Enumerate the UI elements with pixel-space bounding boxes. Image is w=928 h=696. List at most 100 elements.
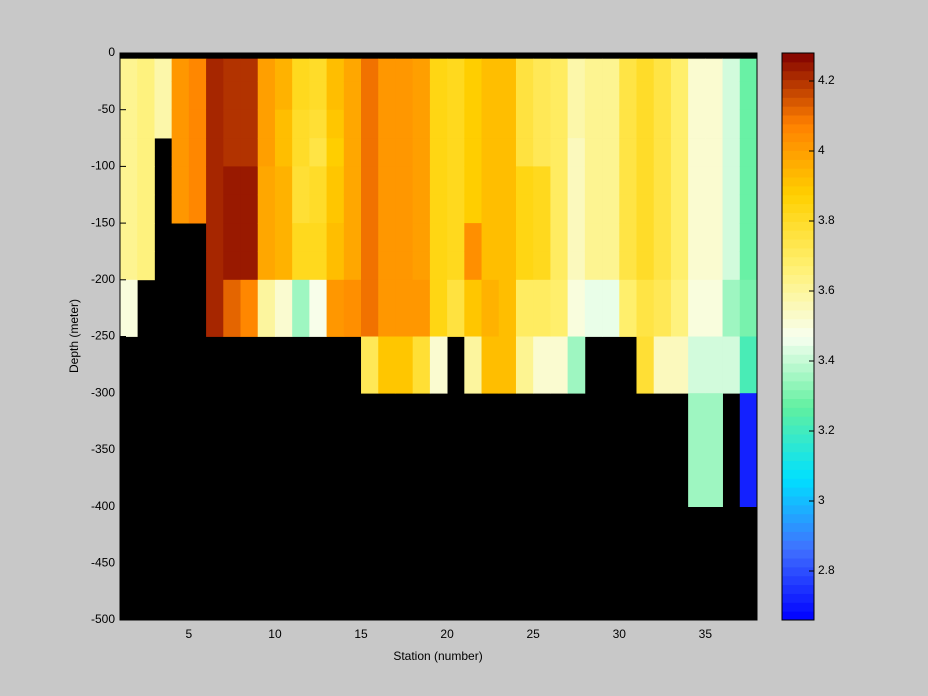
heatmap-cell (464, 223, 482, 252)
heatmap-cell (722, 138, 741, 167)
heatmap-cell (464, 336, 482, 394)
heatmap-cell (567, 109, 586, 139)
colorbar-swatch (782, 442, 814, 453)
colorbar-swatch (782, 168, 814, 178)
heatmap-cell (257, 194, 276, 224)
heatmap-cell (619, 58, 637, 82)
heatmap-cell (653, 58, 672, 82)
colorbar-swatch (782, 451, 814, 462)
colorbar-swatch (782, 150, 814, 160)
heatmap-cell (619, 251, 637, 281)
heatmap-cell (395, 58, 414, 82)
colorbar-swatch (782, 221, 814, 231)
y-tick-label: -50 (98, 102, 116, 116)
heatmap-cell (240, 251, 259, 281)
heatmap-cell (636, 58, 655, 82)
heatmap-cell (223, 109, 241, 139)
heatmap-cell (257, 109, 276, 139)
heatmap-cell (636, 279, 655, 337)
heatmap-cell (688, 58, 706, 82)
colorbar-swatch (782, 549, 814, 559)
heatmap-cell (326, 138, 345, 167)
heatmap-cell (309, 138, 327, 167)
heatmap-cell (412, 194, 431, 224)
heatmap-cell (137, 223, 155, 252)
colorbar-swatch (782, 575, 814, 586)
y-tick-label: -450 (91, 555, 115, 569)
heatmap-cell (498, 279, 517, 337)
heatmap-cell (688, 223, 706, 252)
heatmap-cell (636, 166, 655, 196)
heatmap-cell (343, 81, 362, 111)
heatmap-cell (464, 81, 482, 111)
heatmap-cell (120, 109, 138, 139)
colorbar-swatch (782, 602, 814, 612)
heatmap-cell (533, 109, 551, 139)
colorbar-swatch (782, 345, 814, 355)
heatmap-cell (378, 194, 396, 224)
colorbar-tick-label: 3.8 (818, 213, 835, 227)
heatmap-cell (223, 81, 241, 111)
heatmap-cell (412, 166, 431, 196)
heatmap-cell (533, 166, 551, 196)
heatmap-cell (739, 279, 758, 337)
heatmap-cell (326, 109, 345, 139)
heatmap-cell (378, 166, 396, 196)
heatmap-cell (429, 138, 448, 167)
heatmap-cell (240, 166, 259, 196)
x-axis-label: Station (number) (393, 649, 482, 663)
heatmap-cell (722, 58, 741, 82)
heatmap-cell (481, 279, 500, 337)
heatmap-cell (326, 166, 345, 196)
plot-frame (119, 52, 758, 621)
heatmap-cell (670, 81, 689, 111)
colorbar-swatch (782, 256, 814, 267)
heatmap-cell (670, 223, 689, 252)
heatmap-cell (567, 194, 586, 224)
x-tick-label: 20 (440, 627, 454, 641)
heatmap-cell (515, 251, 534, 281)
y-tick-label: -500 (91, 612, 115, 626)
heatmap-cell (688, 393, 706, 507)
x-tick-label: 15 (354, 627, 368, 641)
heatmap-cell (274, 223, 293, 252)
heatmap-cell (653, 223, 672, 252)
heatmap-cell (309, 81, 327, 111)
heatmap-cell (498, 223, 517, 252)
heatmap-cell (722, 279, 741, 337)
heatmap-cell (567, 138, 586, 167)
heatmap-cell (481, 251, 500, 281)
heatmap-cell (498, 251, 517, 281)
heatmap-cell (274, 251, 293, 281)
heatmap-cell (292, 58, 310, 82)
colorbar-tick-label: 3.6 (818, 283, 835, 297)
colorbar-swatch (782, 309, 814, 320)
heatmap-cell (395, 109, 414, 139)
heatmap-cell (395, 138, 414, 167)
colorbar-swatch (782, 593, 814, 603)
heatmap-cell (292, 251, 310, 281)
colorbar-swatch (782, 70, 814, 81)
y-tick-label: -300 (91, 385, 115, 399)
heatmap-cell (240, 194, 259, 224)
heatmap-cell (137, 166, 155, 196)
heatmap-cell (206, 109, 224, 139)
heatmap-cell (481, 58, 500, 82)
heatmap-cell (533, 223, 551, 252)
heatmap-cell (137, 81, 155, 111)
colorbar-frame (781, 52, 815, 621)
y-tick-label: -200 (91, 272, 115, 286)
y-tick-label: -400 (91, 499, 115, 513)
colorbar-swatch (782, 336, 814, 346)
heatmap-cell (274, 138, 293, 167)
heatmap-cell (309, 58, 327, 82)
heatmap-cell (188, 81, 207, 111)
colorbar-swatch (782, 504, 814, 515)
heatmap-cell (653, 166, 672, 196)
heatmap-cell (705, 223, 723, 252)
heatmap-cell (515, 109, 534, 139)
heatmap-cell (602, 279, 620, 337)
heatmap-cell (257, 138, 276, 167)
heatmap-cell (223, 166, 241, 196)
heatmap-cell (361, 81, 379, 111)
